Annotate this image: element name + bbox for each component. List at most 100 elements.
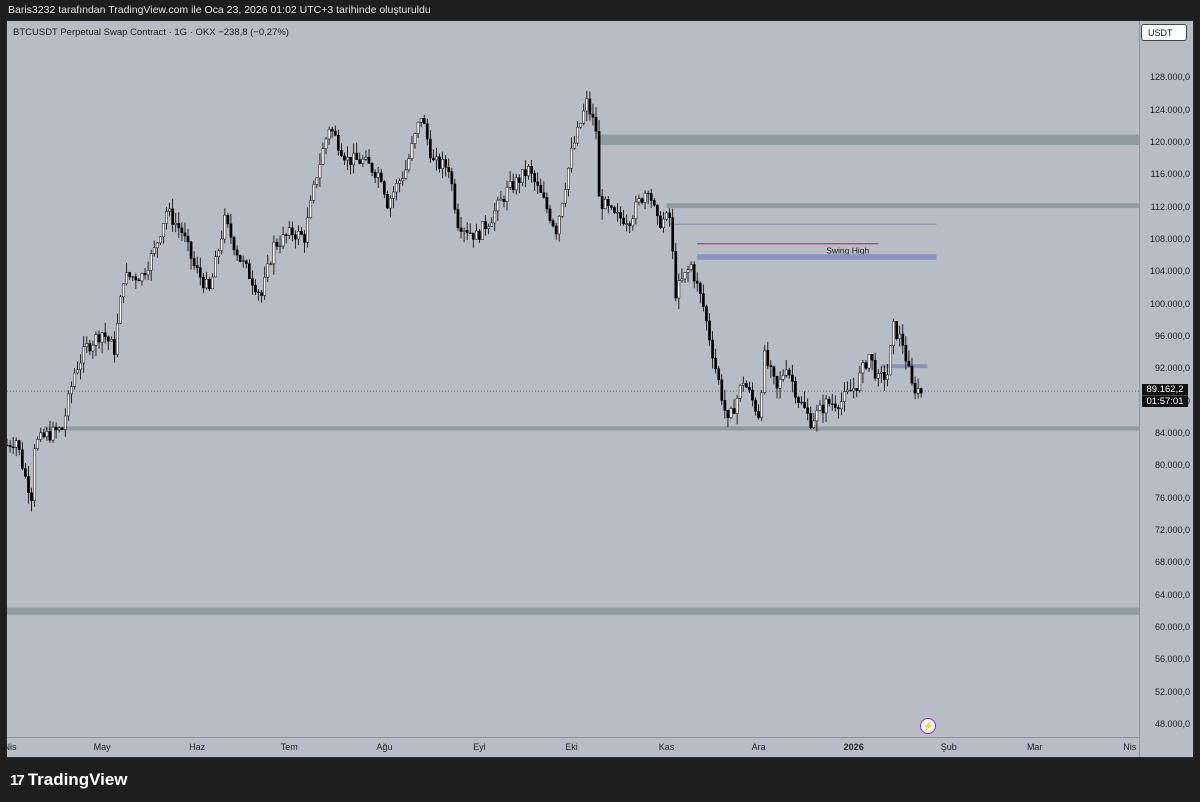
candle-body xyxy=(17,440,21,450)
candle-body xyxy=(754,399,757,412)
time-axis[interactable]: Nis May Haz Tem Ağu Eyl Eki Kas Ara 2026 Şub Mar Nis xyxy=(3,737,1139,758)
candle-body xyxy=(846,389,849,392)
candle-body xyxy=(475,230,478,240)
candle-body xyxy=(416,122,420,134)
candle-body xyxy=(386,194,389,209)
candle-body xyxy=(333,130,337,136)
candle-body xyxy=(803,401,806,409)
candle-body xyxy=(294,234,297,240)
candle-body xyxy=(698,282,702,294)
candle-body xyxy=(195,265,199,268)
candle-body xyxy=(548,208,552,221)
candle-body xyxy=(760,392,764,419)
last-price-value: 89.162,2 xyxy=(1142,384,1188,397)
candle-body xyxy=(812,420,816,428)
candle-body xyxy=(186,235,190,243)
candle-body xyxy=(714,357,718,370)
candle-body xyxy=(876,373,880,379)
candle-body xyxy=(177,222,181,229)
price-axis[interactable]: 48.000,0 52.000,0 56.000,0 60.000,0 64.000,0… xyxy=(1139,21,1194,757)
symbol-info[interactable]: BTCUSDT Perpetual Swap Contract · 1G · O… xyxy=(13,27,289,38)
candle-body xyxy=(533,173,537,183)
candle-body xyxy=(315,177,319,185)
candle-body xyxy=(309,200,313,219)
candle-body xyxy=(490,222,494,227)
candle-body xyxy=(300,231,303,235)
candle-body xyxy=(536,181,540,186)
candle-body xyxy=(395,183,398,193)
tradingview-logo[interactable]: 17 TradingView xyxy=(10,770,128,790)
support-zone xyxy=(7,607,1139,615)
candle-body xyxy=(79,362,82,371)
time-tick-label: Mar xyxy=(1026,742,1043,752)
candle-body xyxy=(422,118,426,125)
candle-body xyxy=(606,199,610,207)
price-tick-label: 76.000,0 xyxy=(1154,492,1190,503)
candle-body xyxy=(748,387,751,391)
price-tick-label: 52.000,0 xyxy=(1154,686,1190,697)
candle-body xyxy=(864,362,868,369)
candle-body xyxy=(916,388,920,394)
candle-body xyxy=(588,98,592,115)
candle-body xyxy=(355,152,359,160)
candle-body xyxy=(527,166,530,177)
candle-body xyxy=(73,372,76,387)
candle-body xyxy=(769,365,773,368)
candle-body xyxy=(208,279,211,290)
price-tick-label: 56.000,0 xyxy=(1154,654,1190,665)
candle-body xyxy=(441,159,444,169)
candle-body xyxy=(465,230,469,234)
candle-body xyxy=(131,276,135,278)
candle-body xyxy=(637,198,641,203)
candle-body xyxy=(85,343,89,347)
candle-body xyxy=(815,410,819,422)
candle-body xyxy=(180,227,184,234)
candle-body xyxy=(879,371,883,374)
price-tick-label: 80.000,0 xyxy=(1154,460,1190,471)
candle-body xyxy=(281,234,285,247)
candle-body xyxy=(907,360,911,367)
time-tick-label: Nis xyxy=(3,742,17,752)
candle-body xyxy=(797,397,800,403)
candle-body xyxy=(306,217,309,243)
candle-countdown: 01:57:01 xyxy=(1146,396,1184,408)
candle-body xyxy=(790,374,794,382)
candle-body xyxy=(57,427,61,431)
candle-body xyxy=(729,408,733,418)
candle-body xyxy=(631,218,635,227)
candle-body xyxy=(496,199,500,212)
candle-body xyxy=(122,283,125,298)
candle-body xyxy=(898,333,902,339)
price-tick-label: 72.000,0 xyxy=(1154,524,1190,535)
lightning-icon[interactable]: ⚡ xyxy=(920,718,937,734)
candle-body xyxy=(183,232,187,237)
time-tick-label: 2026 xyxy=(843,742,864,752)
candle-body xyxy=(336,134,340,151)
candle-body xyxy=(665,212,668,220)
candle-body xyxy=(833,403,837,408)
candle-body xyxy=(563,189,567,204)
candle-body xyxy=(67,393,70,417)
candle-body xyxy=(858,372,862,391)
candle-body xyxy=(723,400,727,411)
price-plot[interactable]: Swing High BTCUSDT Perpetual Swap Contra… xyxy=(7,21,1139,737)
price-tick-label: 108.000,0 xyxy=(1149,233,1190,244)
currency-button[interactable]: USDT xyxy=(1141,24,1187,41)
candle-body xyxy=(579,123,583,128)
candle-body xyxy=(837,407,840,410)
candle-body xyxy=(327,129,331,140)
candle-body xyxy=(818,404,822,411)
candle-body xyxy=(14,440,18,448)
candle-body xyxy=(821,404,825,414)
candle-body xyxy=(109,339,113,342)
price-tick-label: 92.000,0 xyxy=(1154,363,1190,374)
candle-body xyxy=(456,209,460,229)
price-tick-label: 100.000,0 xyxy=(1149,298,1190,309)
candle-body xyxy=(720,379,724,401)
candle-body xyxy=(290,227,294,236)
candle-body xyxy=(662,218,665,229)
candle-body xyxy=(24,468,27,477)
price-tick-label: 120.000,0 xyxy=(1149,136,1190,147)
candle-body xyxy=(398,180,402,184)
candle-body xyxy=(260,292,263,296)
